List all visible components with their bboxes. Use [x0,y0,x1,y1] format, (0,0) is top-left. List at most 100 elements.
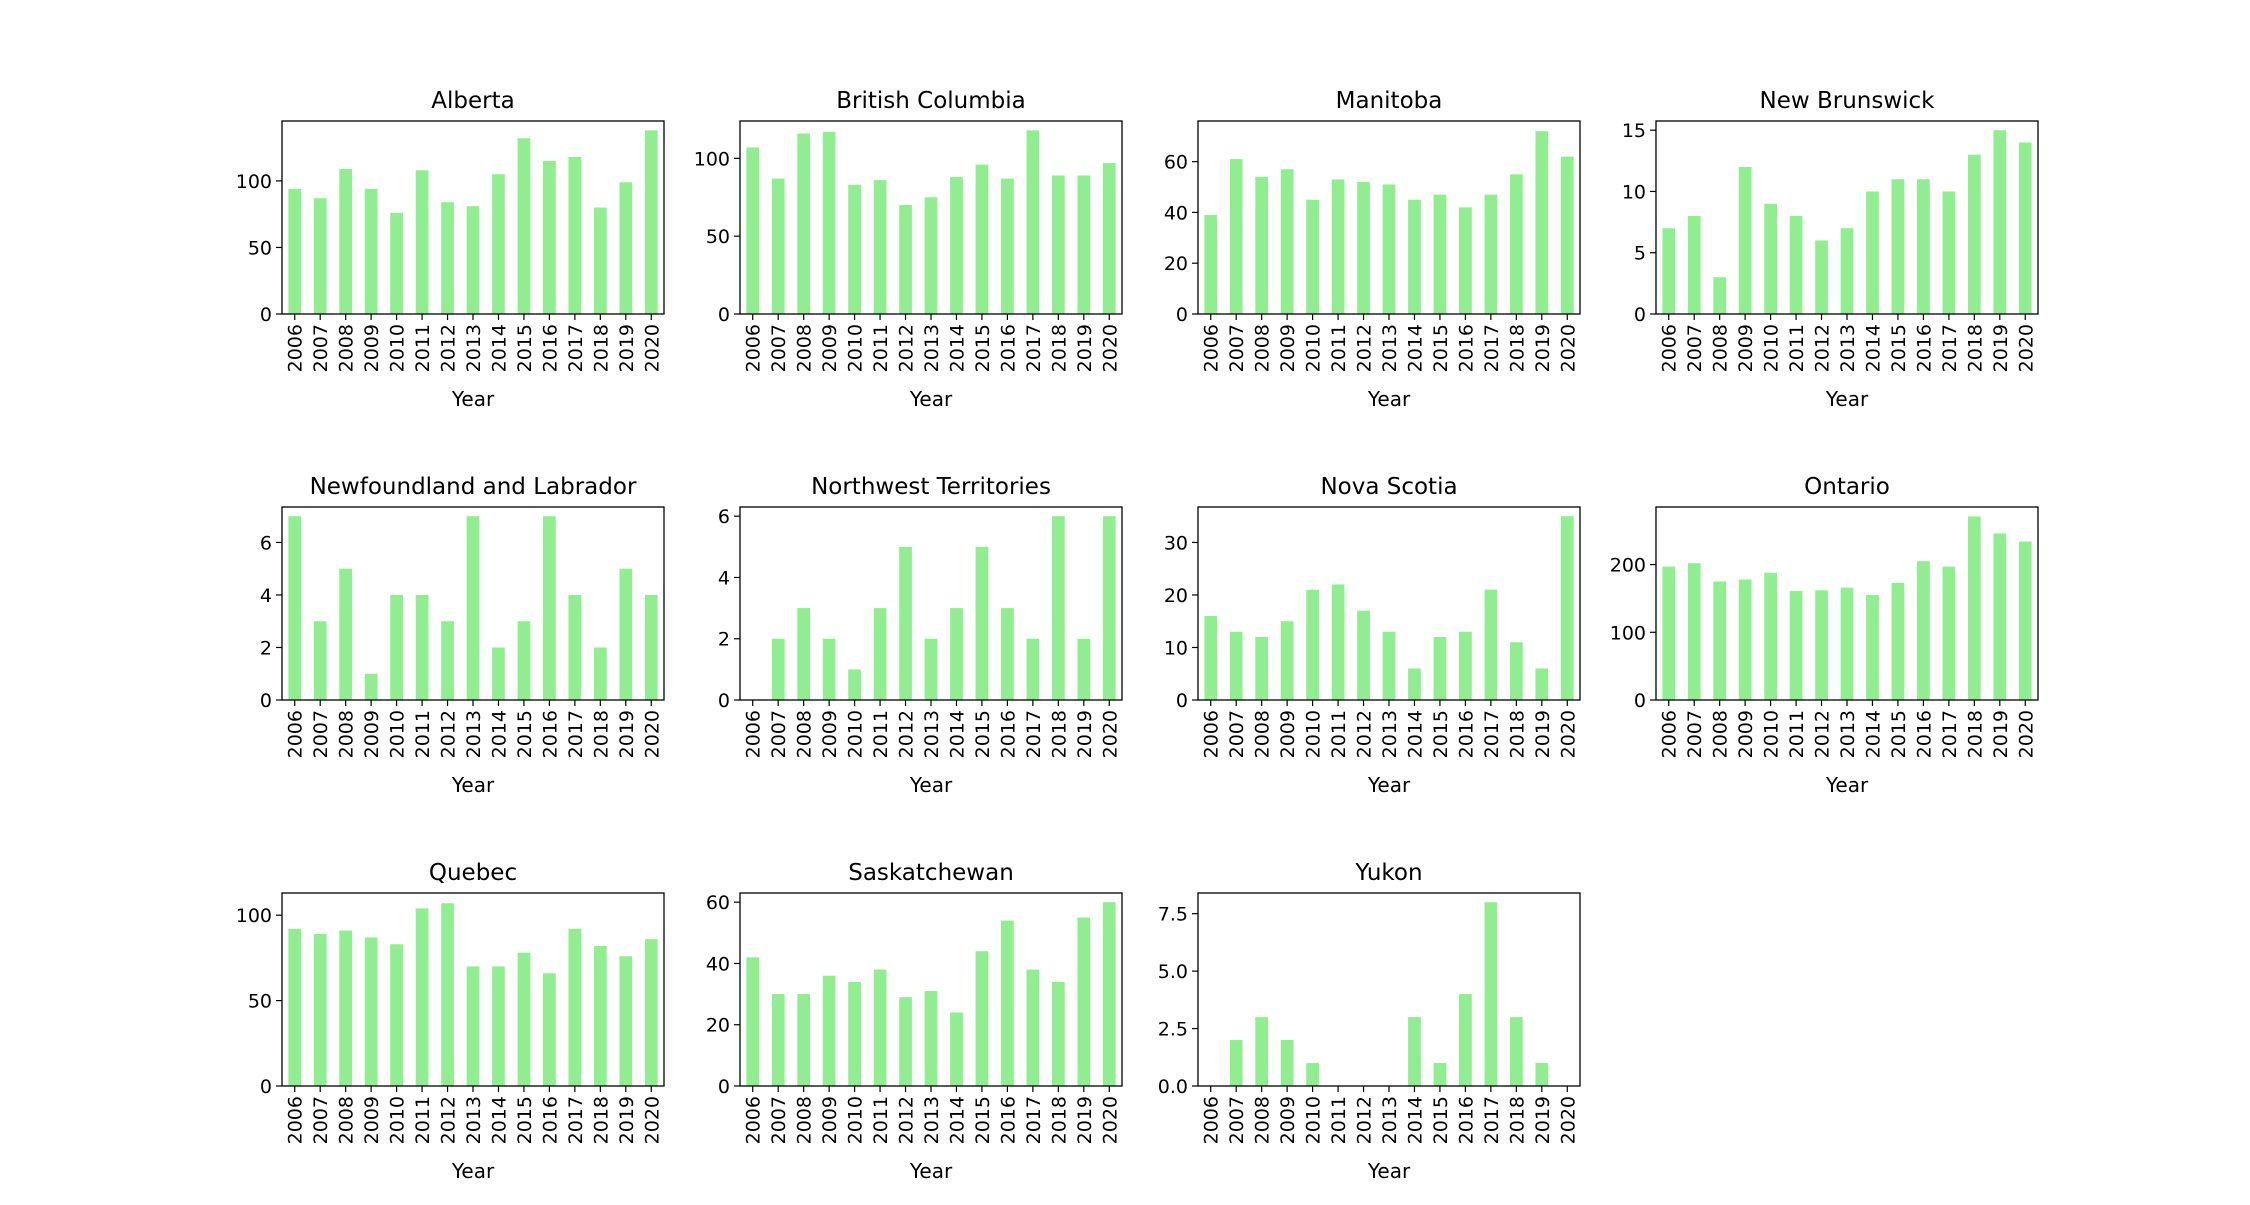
bar-manitoba-2015 [1433,194,1447,314]
bar-northwest-territories-2008 [797,608,811,700]
bar-nova-scotia-2015 [1433,636,1447,700]
bar-ontario-2020 [2018,541,2032,700]
bar-quebec-2008 [339,930,353,1086]
xtick-label: 2015 [972,710,994,758]
ytick-label: 100 [694,148,730,170]
bar-new-brunswick-2007 [1687,215,1701,314]
xtick-label: 2009 [819,710,841,758]
bar-saskatchewan-2014 [950,1012,963,1086]
xtick-label: 2008 [794,1096,816,1144]
bar-nova-scotia-2008 [1255,636,1269,700]
xtick-label: 2008 [336,324,358,372]
xtick-label: 2013 [921,1096,943,1144]
xtick-label: 2018 [1964,710,1986,758]
xtick-label: 2006 [285,1096,307,1144]
xtick-label: 2013 [1379,1096,1401,1144]
xtick-label: 2018 [1506,1096,1528,1144]
ytick-label: 30 [1164,532,1188,554]
bar-british-columbia-2013 [924,197,938,314]
bar-northwest-territories-2017 [1026,638,1040,700]
ytick-label: 100 [236,171,272,193]
xtick-label: 2006 [743,1096,765,1144]
subplot-title: Saskatchewan [848,860,1014,886]
xtick-label: 2020 [2015,710,2037,758]
ytick-label: 50 [248,991,272,1013]
xtick-label: 2017 [1023,710,1045,758]
bar-yukon-2008 [1255,1017,1269,1086]
bar-northwest-territories-2009 [822,638,836,700]
xtick-label: 2018 [1506,710,1528,758]
xtick-label: 2016 [1913,324,1935,372]
bar-new-brunswick-2009 [1738,166,1752,314]
xtick-label: 2013 [921,710,943,758]
x-axis-label: Year [909,387,953,411]
subplot-title: British Columbia [836,88,1026,114]
xtick-label: 2011 [1786,324,1808,372]
bar-ontario-2019 [1993,533,2007,700]
bar-new-brunswick-2014 [1866,191,1879,314]
ytick-label: 20 [706,1015,730,1037]
xtick-label: 2011 [870,710,892,758]
xtick-label: 2012 [1812,324,1834,372]
bar-nova-scotia-2018 [1509,642,1523,700]
ytick-label: 0 [1176,304,1188,326]
bar-ontario-2013 [1840,587,1854,700]
subplot-title: Ontario [1804,474,1890,500]
xtick-label: 2015 [1430,1096,1452,1144]
xtick-label: 2007 [1226,324,1248,372]
bar-alberta-2006 [288,188,302,314]
xtick-label: 2020 [641,324,663,372]
xtick-label: 2008 [1252,324,1274,372]
bar-new-brunswick-2006 [1662,228,1676,314]
bar-alberta-2008 [339,168,353,314]
xtick-label: 2015 [1888,710,1910,758]
xtick-label: 2011 [1328,1096,1350,1144]
ytick-label: 0 [718,690,730,712]
ytick-label: 20 [1164,253,1188,275]
bar-ontario-2014 [1866,595,1879,700]
xtick-label: 2016 [1455,1096,1477,1144]
bar-british-columbia-2019 [1077,175,1091,314]
xtick-label: 2010 [1303,710,1325,758]
bar-manitoba-2006 [1204,214,1218,314]
ytick-label: 20 [1164,585,1188,607]
xtick-label: 2013 [921,324,943,372]
xtick-label: 2015 [514,324,536,372]
xtick-label: 2012 [438,1096,460,1144]
bar-alberta-2009 [364,188,378,314]
bar-new-brunswick-2019 [1993,130,2007,314]
bar-saskatchewan-2007 [771,994,785,1086]
ytick-label: 40 [706,953,730,975]
xtick-label: 2012 [896,324,918,372]
bar-saskatchewan-2011 [873,969,887,1086]
subplot-title: Quebec [429,860,517,886]
bar-alberta-2018 [593,207,607,314]
bar-new-brunswick-2008 [1713,277,1727,314]
bar-alberta-2019 [619,182,633,314]
xtick-label: 2018 [590,710,612,758]
bar-manitoba-2007 [1229,159,1243,314]
xtick-label: 2016 [1455,324,1477,372]
xtick-label: 2007 [310,324,332,372]
ytick-label: 60 [706,892,730,914]
bar-ontario-2008 [1713,581,1727,700]
bar-newfoundland-and-labrador-2007 [313,621,327,700]
bar-manitoba-2011 [1331,179,1345,314]
xtick-label: 2007 [1226,710,1248,758]
bar-alberta-2013 [466,206,480,314]
bar-yukon-2009 [1280,1040,1294,1086]
bar-saskatchewan-2006 [746,957,760,1086]
xtick-label: 2008 [794,710,816,758]
bar-new-brunswick-2012 [1815,240,1828,314]
xtick-label: 2010 [845,1096,867,1144]
xtick-label: 2018 [1048,1096,1070,1144]
bar-northwest-territories-2016 [1001,608,1014,700]
bar-british-columbia-2014 [950,177,963,314]
bar-quebec-2013 [466,966,480,1086]
xtick-label: 2020 [641,710,663,758]
bar-alberta-2014 [492,174,505,314]
bar-quebec-2012 [441,903,454,1086]
xtick-label: 2013 [1379,710,1401,758]
